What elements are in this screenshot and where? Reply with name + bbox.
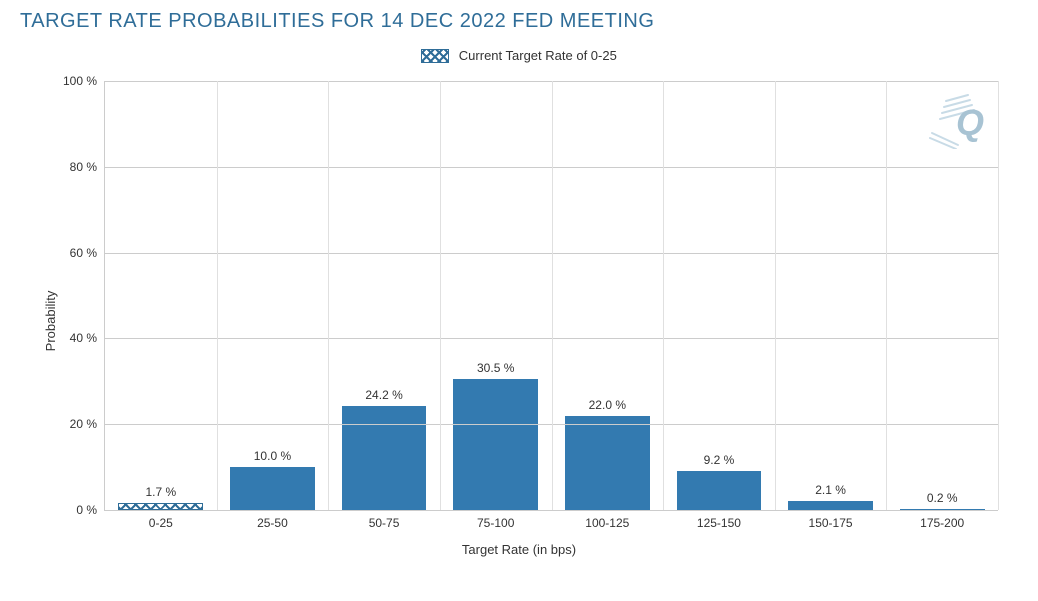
page-title: TARGET RATE PROBABILITIES FOR 14 DEC 202… [20, 10, 1018, 33]
bar-value-label: 22.0 % [589, 398, 626, 412]
x-tick-label: 125-150 [697, 510, 741, 530]
y-tick-label: 100 % [63, 74, 105, 88]
legend-label: Current Target Rate of 0-25 [459, 48, 617, 63]
bar-slot: 10.0 %25-50 [217, 81, 329, 510]
y-axis-label: Probability [43, 291, 58, 352]
bar [677, 471, 762, 510]
bar [118, 503, 203, 510]
x-tick-label: 75-100 [477, 510, 514, 530]
bar [453, 379, 538, 510]
x-tick-label: 0-25 [149, 510, 173, 530]
bar-value-label: 30.5 % [477, 361, 514, 375]
bar-slot: 1.7 %0-25 [105, 81, 217, 510]
x-tick-label: 100-125 [585, 510, 629, 530]
vgridline [552, 81, 553, 510]
y-tick-label: 20 % [70, 417, 105, 431]
y-tick-label: 0 % [76, 503, 105, 517]
bar-slot: 0.2 %175-200 [886, 81, 998, 510]
bar [565, 416, 650, 510]
bar-slot: 2.1 %150-175 [775, 81, 887, 510]
vgridline [440, 81, 441, 510]
bar-value-label: 9.2 % [704, 453, 735, 467]
y-tick-label: 40 % [70, 331, 105, 345]
y-tick-label: 60 % [70, 246, 105, 260]
bar-value-label: 1.7 % [145, 485, 176, 499]
plot-area: 1.7 %0-2510.0 %25-5024.2 %50-7530.5 %75-… [104, 81, 998, 511]
bar [788, 501, 873, 510]
bar [230, 467, 315, 510]
x-axis-label: Target Rate (in bps) [462, 542, 576, 557]
bar-slot: 24.2 %50-75 [328, 81, 440, 510]
x-tick-label: 50-75 [369, 510, 400, 530]
legend-swatch-hatched [421, 49, 449, 63]
vgridline [775, 81, 776, 510]
y-tick-label: 80 % [70, 160, 105, 174]
bar-value-label: 0.2 % [927, 491, 958, 505]
chart-container: Probability 1.7 %0-2510.0 %25-5024.2 %50… [20, 71, 1018, 571]
vgridline [998, 81, 999, 510]
bar-slot: 9.2 %125-150 [663, 81, 775, 510]
vgridline [328, 81, 329, 510]
bar [342, 406, 427, 510]
x-tick-label: 150-175 [809, 510, 853, 530]
x-tick-label: 175-200 [920, 510, 964, 530]
legend: Current Target Rate of 0-25 [20, 47, 1018, 63]
bar-value-label: 10.0 % [254, 449, 291, 463]
gridline [105, 510, 998, 511]
bar-value-label: 2.1 % [815, 483, 846, 497]
bar-value-label: 24.2 % [365, 388, 402, 402]
bar-slot: 30.5 %75-100 [440, 81, 552, 510]
vgridline [886, 81, 887, 510]
x-tick-label: 25-50 [257, 510, 288, 530]
vgridline [217, 81, 218, 510]
vgridline [663, 81, 664, 510]
bar-slot: 22.0 %100-125 [552, 81, 664, 510]
